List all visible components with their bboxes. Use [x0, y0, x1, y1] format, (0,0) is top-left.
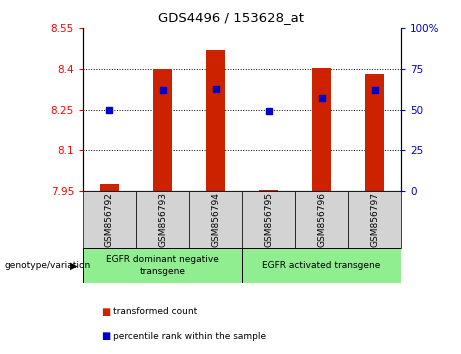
FancyBboxPatch shape	[295, 191, 348, 248]
Bar	[153, 69, 172, 191]
Text: ■: ■	[101, 307, 111, 316]
FancyBboxPatch shape	[83, 191, 136, 248]
FancyBboxPatch shape	[242, 248, 401, 283]
Bar	[206, 50, 225, 191]
Text: GDS4496 / 153628_at: GDS4496 / 153628_at	[158, 11, 303, 24]
FancyBboxPatch shape	[136, 191, 189, 248]
Text: percentile rank within the sample: percentile rank within the sample	[113, 332, 266, 341]
Bar	[365, 74, 384, 191]
Text: GSM856797: GSM856797	[370, 192, 379, 247]
Bar	[312, 68, 331, 191]
Text: GSM856794: GSM856794	[211, 192, 220, 247]
FancyBboxPatch shape	[83, 248, 242, 283]
Text: EGFR activated transgene: EGFR activated transgene	[262, 261, 381, 270]
Bar	[100, 184, 119, 191]
Text: GSM856796: GSM856796	[317, 192, 326, 247]
Text: ▶: ▶	[70, 261, 77, 270]
Bar	[259, 190, 278, 191]
Text: ■: ■	[101, 331, 111, 341]
Text: GSM856793: GSM856793	[158, 192, 167, 247]
FancyBboxPatch shape	[242, 191, 295, 248]
FancyBboxPatch shape	[348, 191, 401, 248]
Text: genotype/variation: genotype/variation	[5, 261, 91, 270]
FancyBboxPatch shape	[189, 191, 242, 248]
Text: GSM856795: GSM856795	[264, 192, 273, 247]
Text: transformed count: transformed count	[113, 307, 197, 316]
Text: GSM856792: GSM856792	[105, 192, 114, 247]
Text: EGFR dominant negative
transgene: EGFR dominant negative transgene	[106, 256, 219, 275]
